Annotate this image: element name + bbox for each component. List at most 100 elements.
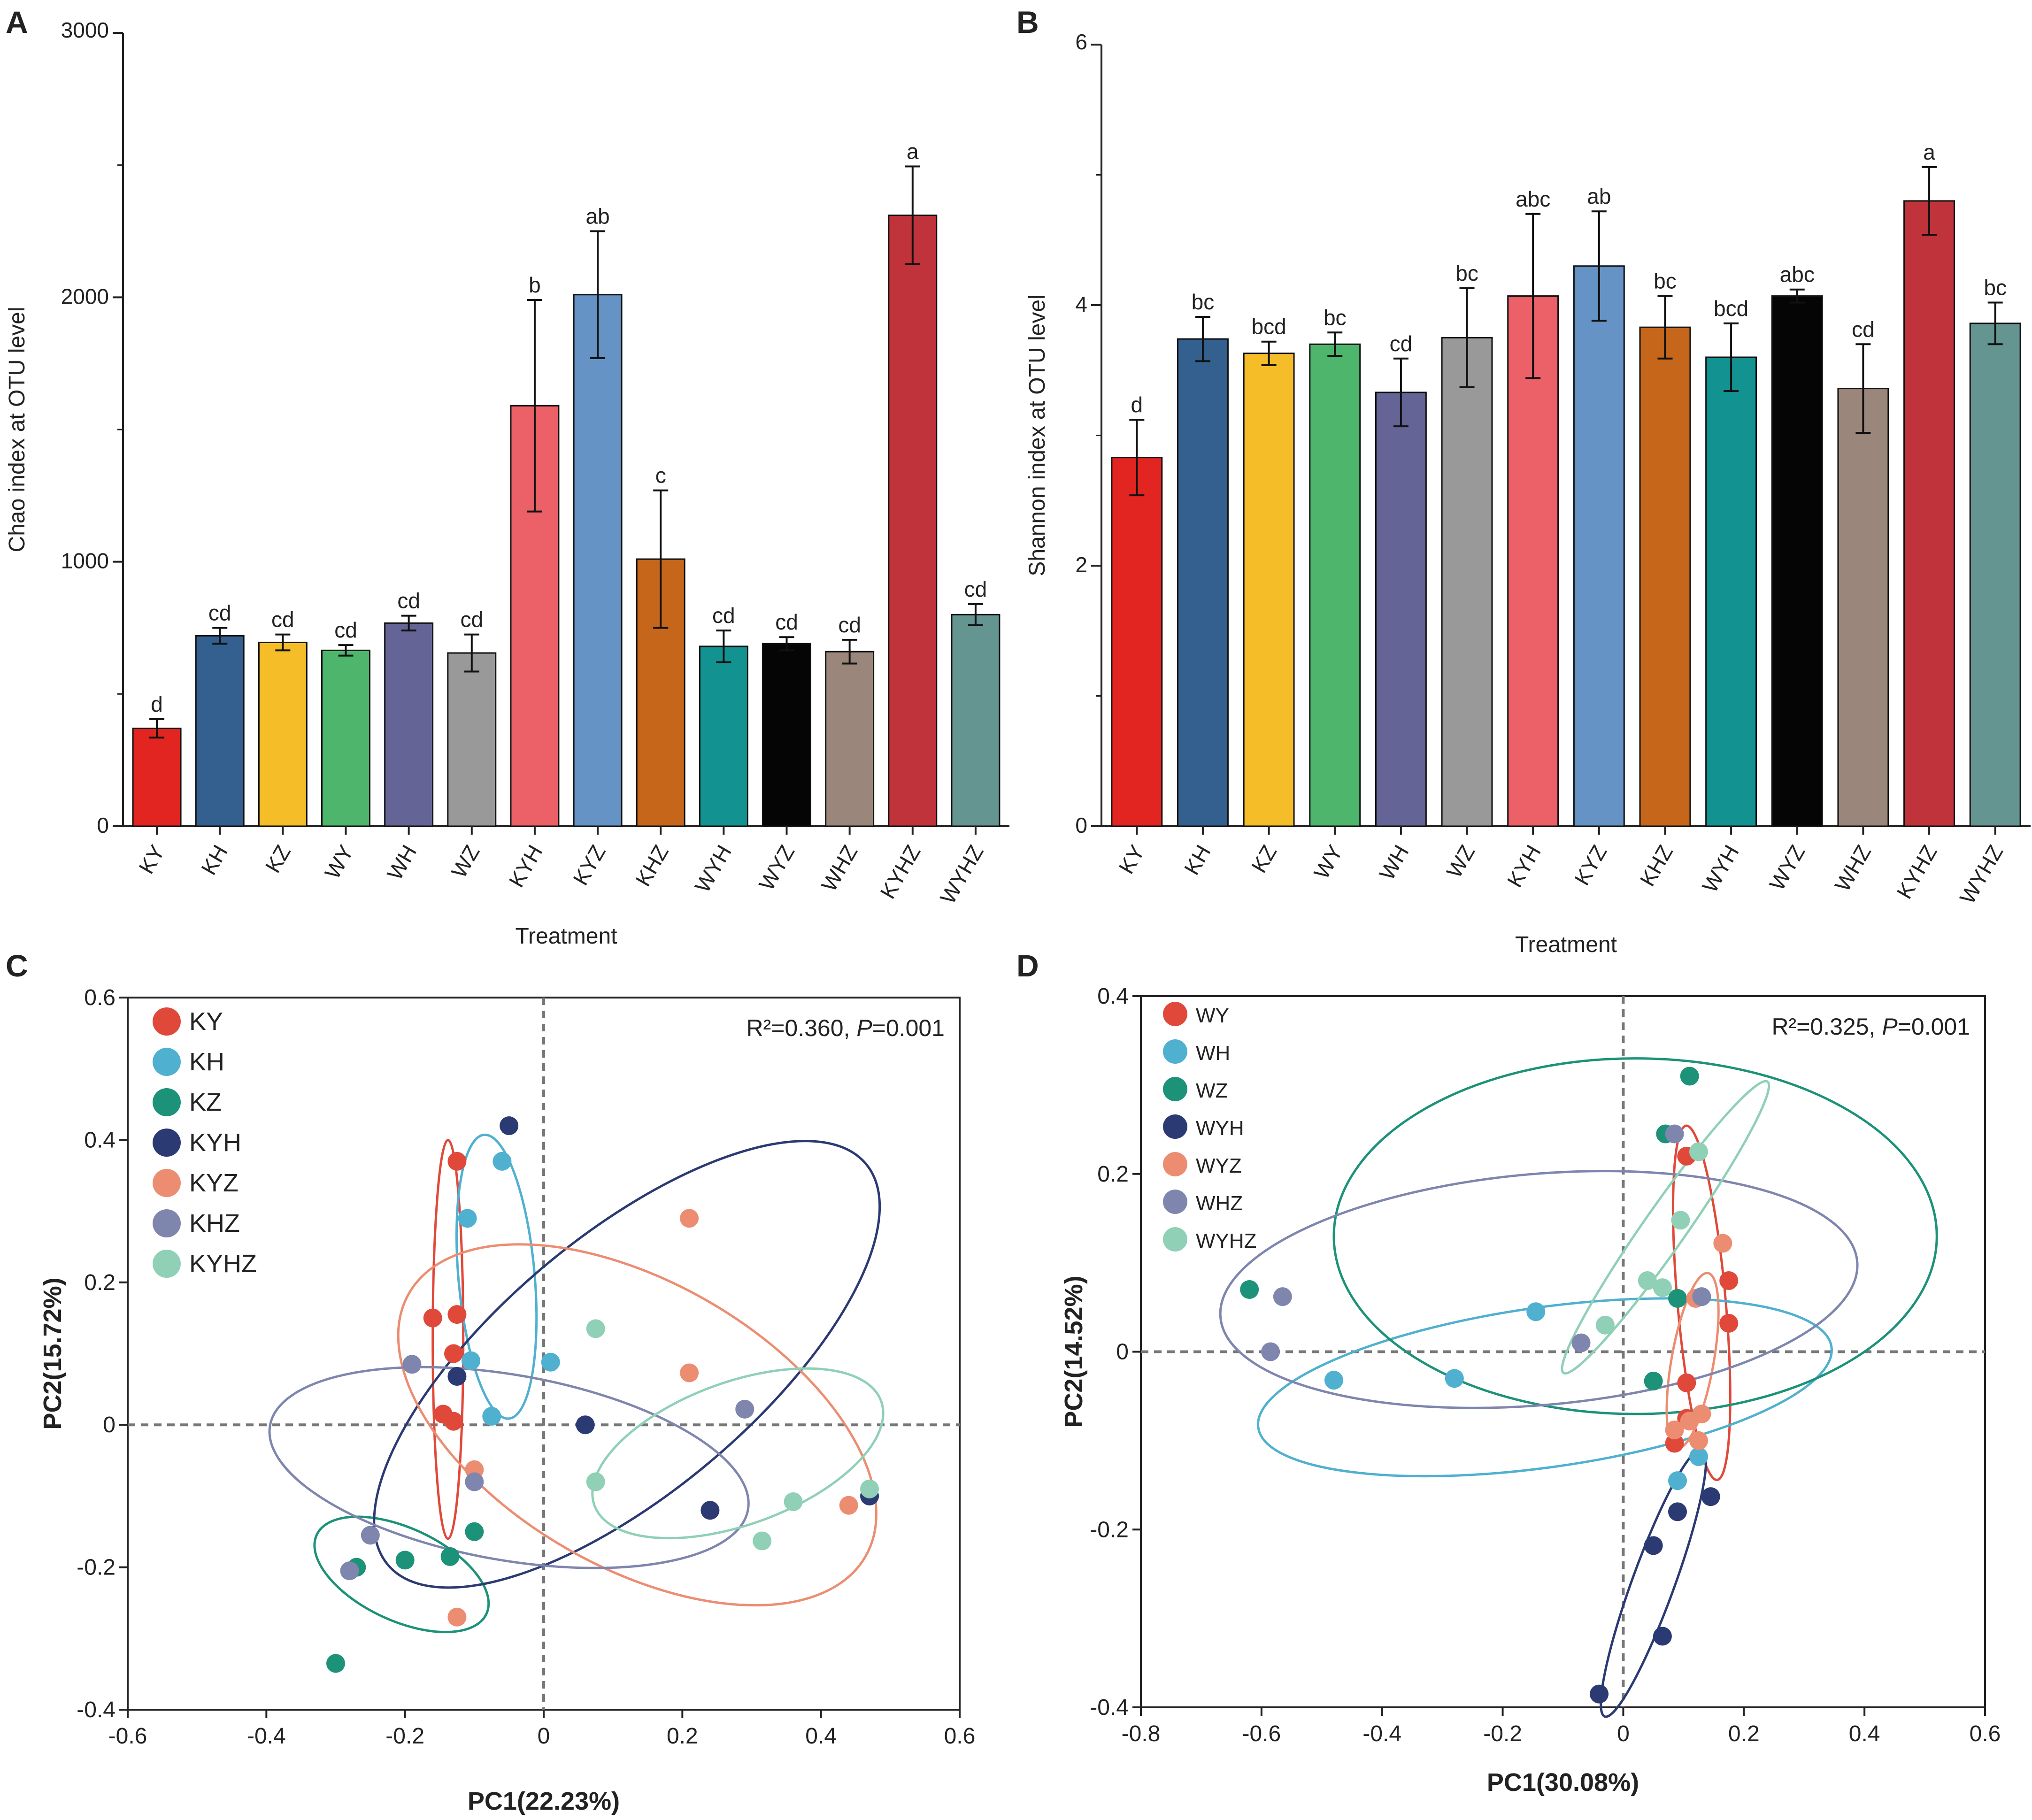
x-tick-label: 0.4	[805, 1724, 837, 1749]
point-wz	[1668, 1289, 1687, 1308]
significance-letter: cd	[271, 607, 294, 632]
y-tick-label: 0	[97, 813, 109, 837]
point-wh	[1526, 1302, 1546, 1321]
y-axis-title: PC2(15.72%)	[38, 1277, 67, 1429]
legend-marker-wyh	[1163, 1114, 1187, 1139]
point-kyz	[839, 1496, 858, 1515]
x-tick-label: 0.4	[1849, 1721, 1880, 1746]
x-tick-label: WH	[1374, 841, 1413, 884]
point-whz	[1665, 1124, 1684, 1144]
point-ky	[444, 1412, 463, 1431]
stats-r2: R²=0.360,	[746, 1015, 856, 1041]
y-tick-label: 0.6	[84, 985, 115, 1010]
bar-kyhz	[1903, 200, 1955, 827]
x-axis-title: Treatment	[1515, 932, 1617, 957]
legend-label-wyhz: WYHZ	[1196, 1229, 1257, 1252]
point-wh	[1324, 1371, 1343, 1390]
ellipse-wyhz	[1561, 1080, 1770, 1375]
significance-letter: abc	[1780, 262, 1815, 287]
x-tick-label: KYZ	[1570, 841, 1612, 889]
bar-wh	[1375, 392, 1427, 827]
x-tick-label: 0	[1617, 1721, 1630, 1746]
bar-wyz	[762, 643, 811, 827]
point-kyz	[680, 1363, 699, 1382]
x-tick-label: WYZ	[1764, 841, 1809, 895]
stats-p-value: =0.001	[872, 1015, 945, 1041]
significance-letter: c	[655, 463, 666, 488]
ellipse-wyh	[1600, 1448, 1708, 1718]
legend-label-wy: WY	[1196, 1004, 1229, 1027]
x-tick-label: WZ	[1441, 841, 1479, 882]
legend-label-whz: WHZ	[1196, 1192, 1243, 1215]
y-tick-label: 4	[1075, 292, 1087, 316]
ellipse-kyz	[397, 1243, 877, 1607]
x-tick-label: KHZ	[631, 841, 673, 891]
x-tick-label: KY	[1114, 841, 1149, 878]
panel-a: A 0 1000 2000 3000 Chao index at OTU level d KY…	[5, 5, 1009, 949]
stats-annotation: R²=0.325, P=0.001	[1771, 1014, 1970, 1040]
point-wyh	[1653, 1627, 1672, 1646]
significance-letter: bc	[1984, 275, 2007, 299]
point-wh	[1668, 1471, 1687, 1490]
y-axis-title: Chao index at OTU level	[5, 307, 30, 553]
legend-label-kyhz: KYHZ	[189, 1250, 257, 1278]
point-kyhz	[586, 1319, 605, 1338]
legend-marker-kyz	[153, 1169, 181, 1197]
significance-letter: bcd	[1714, 296, 1748, 321]
point-ky	[447, 1305, 467, 1324]
legend-marker-kh	[153, 1048, 181, 1076]
legend-label-kh: KH	[189, 1048, 224, 1076]
y-tick-label: 0	[103, 1413, 115, 1437]
bar-wz	[447, 652, 497, 827]
y-tick-label: 0	[1075, 813, 1087, 837]
point-khz	[361, 1526, 380, 1545]
x-tick-label: KH	[1179, 841, 1216, 879]
point-wh	[1445, 1369, 1464, 1388]
y-tick-label: 0.4	[84, 1128, 115, 1152]
stats-annotation: R²=0.360, P=0.001	[746, 1015, 945, 1041]
point-wyhz	[1638, 1271, 1657, 1290]
x-tick-label: KYHZ	[875, 841, 925, 903]
significance-letter: bc	[1455, 261, 1478, 285]
significance-letter: bcd	[1252, 315, 1286, 339]
x-tick-label: WYH	[1697, 841, 1744, 897]
x-tick-label: 0.6	[944, 1724, 976, 1749]
legend-label-kyz: KYZ	[189, 1169, 239, 1197]
ellipse-kyh	[373, 1140, 881, 1589]
x-tick-label: -0.2	[385, 1724, 424, 1749]
point-whz	[1571, 1333, 1591, 1352]
bar-wyh	[1705, 356, 1757, 827]
point-kyh	[500, 1116, 519, 1136]
significance-letter: ab	[1587, 184, 1611, 208]
x-tick-label: 0	[538, 1724, 550, 1749]
ellipse-wz	[1332, 1057, 1938, 1415]
point-wyhz	[1671, 1211, 1690, 1230]
point-kz	[465, 1522, 484, 1541]
bar-wh	[384, 622, 434, 827]
y-tick-label: 0	[1116, 1340, 1129, 1365]
bar-whz	[1837, 388, 1889, 827]
significance-letter: bc	[1654, 269, 1677, 293]
x-tick-label: KYH	[504, 841, 547, 891]
bar-wyhz	[951, 614, 1001, 827]
x-tick-label: -0.2	[1483, 1721, 1522, 1746]
y-tick-label: -0.4	[1090, 1695, 1129, 1720]
panel-b: B 0 2 4 6 Shannon index at OTU level d KY bc KH bc…	[1016, 5, 2031, 957]
x-tick-label: WY	[320, 841, 358, 883]
bar-kyz	[1573, 265, 1625, 827]
bar-wyhz	[1969, 323, 2021, 827]
point-kyz	[680, 1209, 699, 1228]
x-tick-label: WZ	[446, 841, 485, 882]
x-tick-label: KZ	[261, 841, 295, 877]
stats-r2: R²=0.325,	[1771, 1014, 1882, 1040]
legend-marker-ky	[153, 1007, 181, 1036]
bar-kh	[195, 635, 245, 827]
point-ky	[423, 1308, 442, 1328]
y-tick-label: 3000	[61, 18, 109, 42]
significance-letter: a	[907, 139, 919, 163]
significance-letter: d	[151, 692, 163, 716]
bar-kh	[1177, 338, 1229, 827]
point-kz	[395, 1551, 415, 1570]
panel-label: D	[1016, 948, 1039, 983]
